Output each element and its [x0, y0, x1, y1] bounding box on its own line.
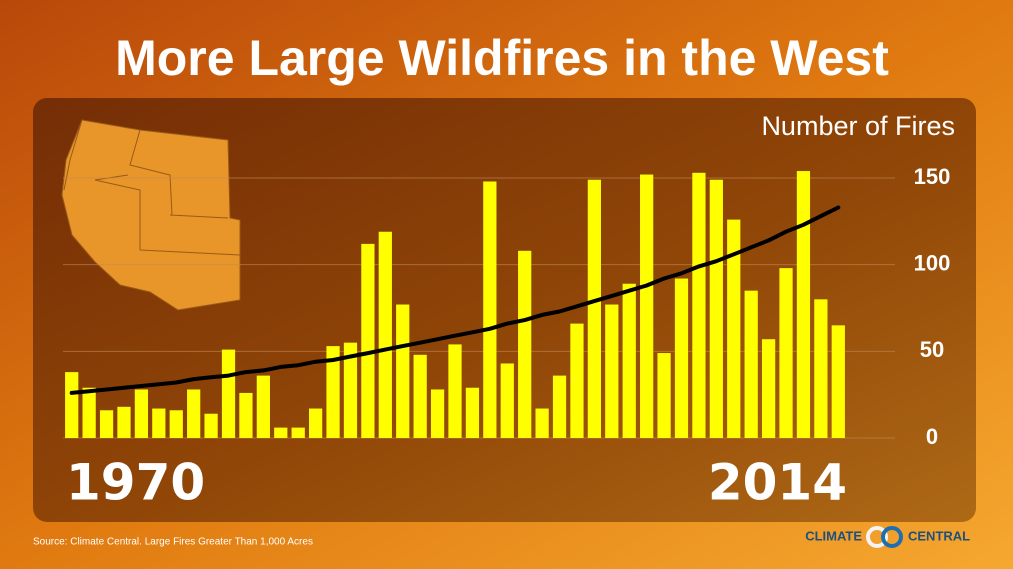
bar	[134, 389, 149, 438]
bar	[796, 171, 811, 439]
bar	[605, 304, 619, 438]
bar	[378, 231, 392, 438]
western-us-map	[61, 119, 241, 311]
bar	[552, 375, 567, 438]
bar	[291, 427, 305, 438]
plot-area: 0 50 100 150 1970 2014	[63, 164, 950, 512]
bar	[518, 250, 532, 438]
trend-line	[69, 205, 841, 395]
bar	[657, 353, 671, 438]
bar	[744, 290, 758, 438]
bar	[65, 372, 79, 438]
bar	[709, 179, 723, 438]
y-tick-label: 150	[914, 164, 951, 189]
y-tick-label: 100	[914, 250, 951, 275]
y-axis-title: Number of Fires	[761, 111, 955, 141]
bar	[99, 410, 114, 438]
bar	[831, 325, 845, 438]
bar	[361, 243, 375, 438]
bar	[483, 181, 497, 438]
bar	[727, 219, 741, 438]
bar	[396, 304, 410, 438]
bar	[814, 299, 828, 438]
bar	[570, 323, 584, 438]
logo-text: CENTRAL	[908, 528, 970, 543]
bar	[674, 278, 689, 438]
bar	[761, 339, 776, 438]
bar	[152, 408, 166, 438]
bar	[309, 408, 323, 438]
bar	[640, 174, 654, 439]
bar	[221, 349, 236, 438]
bar	[326, 346, 340, 438]
bar	[535, 408, 549, 438]
bar	[692, 172, 706, 439]
bar	[779, 268, 793, 438]
bar	[256, 375, 270, 438]
bar	[117, 406, 131, 438]
bar	[622, 283, 636, 438]
bar	[587, 179, 601, 438]
bar	[500, 363, 514, 438]
bar	[82, 387, 96, 438]
bar	[169, 410, 183, 438]
bar	[413, 354, 427, 438]
logo-icon	[866, 526, 903, 548]
bar	[204, 413, 218, 438]
bar	[465, 387, 480, 438]
y-tick-label: 50	[920, 337, 944, 362]
y-tick-label: 0	[926, 424, 938, 449]
x-tick-label: 2014	[708, 454, 847, 512]
source-note: Source: Climate Central. Large Fires Gre…	[33, 537, 313, 548]
bar	[430, 389, 445, 438]
bar	[448, 344, 462, 438]
bar	[343, 342, 358, 438]
bar	[239, 392, 253, 438]
logo-text: CLIMATE	[805, 528, 862, 543]
x-tick-label: 1970	[66, 454, 205, 512]
chart-title: More Large Wildfires in the West	[115, 30, 889, 86]
bar	[187, 389, 201, 438]
bar	[274, 427, 288, 438]
